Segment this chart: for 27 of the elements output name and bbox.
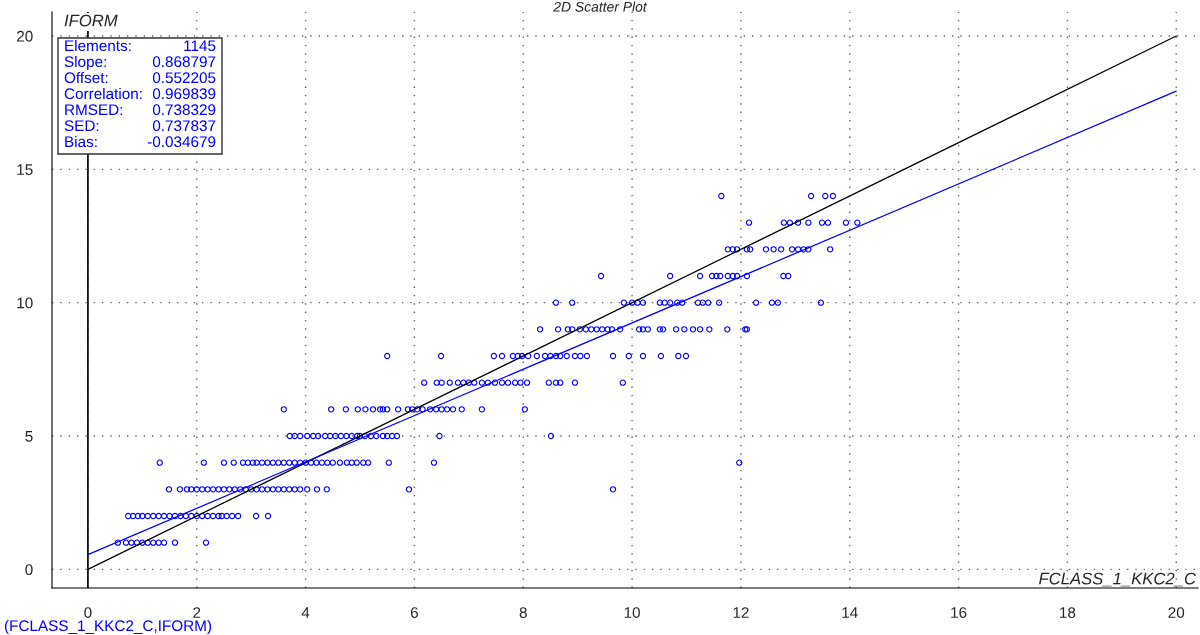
text: Offset: 0.552205 xyxy=(64,71,216,84)
x-tick-label: 6 xyxy=(410,607,418,618)
x-tick-label: 20 xyxy=(1168,607,1185,618)
x-tick-label: 4 xyxy=(301,607,310,618)
x-tick-label: 16 xyxy=(951,607,967,618)
text: (FCLASS_1_KKC2_C,IFORM) xyxy=(4,619,212,635)
x-tick-label: 12 xyxy=(733,607,749,618)
text: Elements: 1145 xyxy=(65,39,216,52)
text: SED: 0.737837 xyxy=(64,120,216,132)
y-tick-label: 20 xyxy=(17,30,33,42)
x-axis-title: FCLASS_1_KKC2_C xyxy=(1039,572,1197,587)
chart-title: 2D Scatter Plot xyxy=(553,1,648,12)
y-tick-label: 5 xyxy=(25,431,33,442)
y-tick-label: 0 xyxy=(25,564,33,576)
x-tick-label: 8 xyxy=(519,607,527,618)
x-tick-label: 0 xyxy=(84,607,92,618)
annotation: Correlation: 0.969839 xyxy=(64,87,216,100)
x-tick-label: 2 xyxy=(193,607,201,618)
y-tick-label: 15 xyxy=(17,164,33,176)
x-tick-label: 14 xyxy=(842,607,858,618)
x-tick-label: 10 xyxy=(624,607,640,618)
text: Bias: -0.034679 xyxy=(65,135,216,148)
x-tick-label: 18 xyxy=(1060,607,1076,618)
y-axis-title: IFORM xyxy=(64,14,118,27)
y-tick-label: 10 xyxy=(17,297,33,309)
text: Slope: 0.868797 xyxy=(64,55,216,71)
text: RMSED: 0.738329 xyxy=(65,104,216,116)
